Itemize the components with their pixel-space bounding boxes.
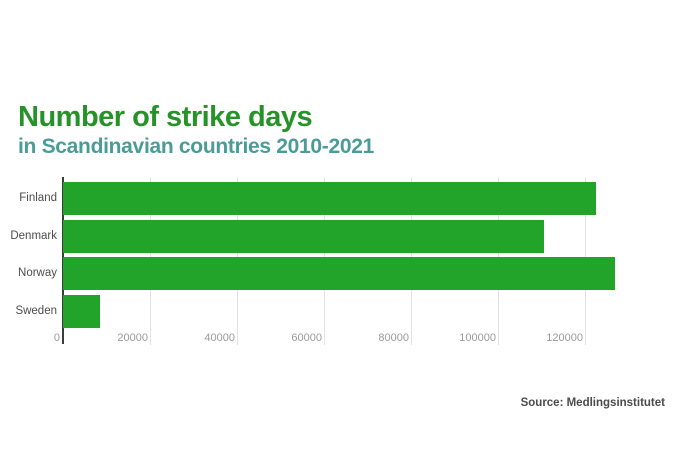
bar-sweden: [63, 295, 100, 328]
x-tick-label: 100000: [459, 332, 496, 344]
bar-chart-plot-area: 0 20000 40000 60000 80000 100000 120000 Finland…: [0, 177, 680, 355]
x-tick-label: 0: [53, 332, 60, 344]
chart-title: Number of strike days: [18, 101, 313, 133]
bar-denmark: [63, 220, 544, 253]
x-tick-label: 60000: [291, 332, 322, 344]
source-credit: Source: Medlingsinstitutet: [520, 397, 665, 409]
x-tick-label: 40000: [204, 332, 235, 344]
chart-subtitle: in Scandinavian countries 2010-2021: [18, 135, 374, 158]
category-label-denmark: Denmark: [10, 230, 57, 242]
x-tick-label: 120000: [546, 332, 583, 344]
x-tick-label: 80000: [378, 332, 409, 344]
bar-finland: [63, 182, 596, 215]
category-label-finland: Finland: [19, 192, 57, 204]
category-label-sweden: Sweden: [15, 305, 57, 317]
bar-norway: [63, 257, 615, 290]
x-tick-label: 20000: [117, 332, 148, 344]
category-label-norway: Norway: [18, 267, 57, 279]
